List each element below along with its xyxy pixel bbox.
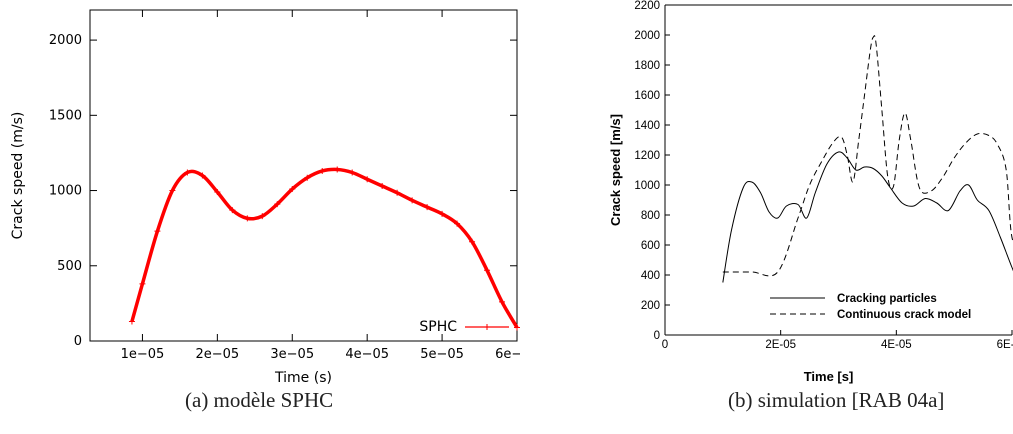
x-tick-label: 3e−05 bbox=[270, 347, 314, 362]
series-sphc-point bbox=[334, 166, 341, 173]
series-sphc-point bbox=[469, 238, 476, 245]
series-sphc-point bbox=[289, 186, 296, 193]
series-sphc-point bbox=[214, 189, 221, 196]
chart-b-simulation: 0 200 400 600 800 1000 1200 1400 1600 1800 2000 220… bbox=[608, 0, 1013, 384]
series-sphc-point bbox=[409, 197, 416, 204]
plot-frame bbox=[89, 9, 518, 342]
series-cracking-particles-line bbox=[722, 151, 1013, 283]
y-tick-label: 2200 bbox=[634, 0, 660, 12]
y-tick-label: 200 bbox=[641, 300, 660, 312]
x-axis-label: Time [s] bbox=[804, 369, 854, 384]
x-tick-label: 4E-05 bbox=[881, 339, 912, 351]
series-sphc-point bbox=[439, 210, 446, 217]
chart-a-modele-sphc: 0 500 1000 1500 2000 1e−05 2e−05 3e−05 4e−05 5e−0… bbox=[10, 9, 520, 386]
x-axis-label: Time (s) bbox=[274, 370, 332, 386]
y-tick-label: 1200 bbox=[634, 150, 660, 162]
series-sphc-point bbox=[184, 169, 191, 176]
x-tick-label: 5e−05 bbox=[420, 347, 464, 362]
y-tick-label: 1800 bbox=[634, 60, 660, 72]
y-tick-label: 1500 bbox=[49, 108, 82, 123]
x-tick-label: 1e−05 bbox=[121, 347, 165, 362]
y-tick-label: 500 bbox=[57, 259, 82, 274]
legend-label-cracking-particles: Cracking particles bbox=[837, 293, 937, 305]
x-tick-label: 0 bbox=[662, 339, 668, 351]
x-tick-label: 6e−05 bbox=[495, 347, 520, 362]
legend-label-continuous-crack-model: Continuous crack model bbox=[837, 309, 971, 321]
caption-a: (a) modèle SPHC bbox=[185, 388, 334, 412]
x-tick-label: 4e−05 bbox=[345, 347, 389, 362]
series-sphc-line bbox=[130, 167, 519, 329]
series-sphc-point bbox=[304, 174, 311, 181]
y-axis-label: Crack speed [m/s] bbox=[608, 114, 623, 226]
x-tick-label: 6E-05 bbox=[997, 339, 1013, 351]
series-sphc-point bbox=[454, 220, 461, 227]
y-tick-label: 2000 bbox=[634, 30, 660, 42]
series-sphc-point bbox=[139, 280, 146, 287]
series-sphc-point bbox=[499, 298, 506, 305]
series-sphc-point bbox=[349, 169, 356, 176]
series-sphc-point bbox=[259, 213, 266, 220]
series-continuous-crack-model-line bbox=[722, 35, 1013, 277]
series-sphc-point bbox=[274, 201, 281, 208]
x-tick-label: 2e−05 bbox=[195, 347, 239, 362]
y-tick-label: 0 bbox=[74, 334, 82, 349]
series-sphc-point bbox=[424, 204, 431, 211]
y-tick-label: 2000 bbox=[49, 33, 82, 48]
y-axis-label: Crack speed (m/s) bbox=[10, 112, 26, 240]
series-sphc-point bbox=[379, 183, 386, 190]
y-tick-label: 0 bbox=[654, 330, 660, 342]
series-sphc-point bbox=[128, 318, 135, 325]
y-tick-label: 1600 bbox=[634, 90, 660, 102]
series-sphc-point bbox=[364, 176, 371, 183]
series-sphc-point bbox=[199, 172, 206, 179]
series-sphc-point bbox=[154, 228, 161, 235]
y-tick-label: 1000 bbox=[634, 180, 660, 192]
series-sphc-point bbox=[169, 187, 176, 194]
series-sphc-point bbox=[229, 207, 236, 214]
series-sphc-point bbox=[319, 167, 326, 174]
y-tick-label: 400 bbox=[641, 270, 660, 282]
y-tick-label: 1400 bbox=[634, 120, 660, 132]
caption-b: (b) simulation [RAB 04a] bbox=[728, 388, 945, 412]
y-tick-label: 600 bbox=[641, 240, 660, 252]
series-sphc-point bbox=[484, 267, 491, 274]
y-tick-label: 800 bbox=[641, 210, 660, 222]
x-tick-label: 2E-05 bbox=[765, 339, 796, 351]
series-sphc-point bbox=[514, 324, 520, 331]
series-sphc-point bbox=[244, 215, 251, 222]
legend-marker-sphc bbox=[484, 324, 490, 330]
y-tick-label: 1000 bbox=[49, 184, 82, 199]
legend-label-sphc: SPHC bbox=[419, 319, 457, 335]
series-sphc-point bbox=[394, 189, 401, 196]
